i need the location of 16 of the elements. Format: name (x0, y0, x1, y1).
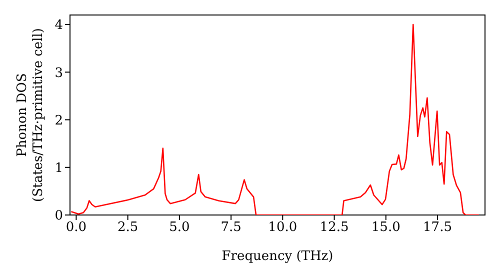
x-tick-label: 0.0 (66, 220, 87, 236)
y-tick-label: 4 (54, 18, 63, 34)
y-tick-label: 3 (54, 66, 63, 81)
x-tick-label: 12.5 (320, 220, 349, 236)
x-tick-label: 7.5 (220, 220, 242, 236)
x-tick-label: 17.5 (423, 220, 452, 236)
y-tick-label: 0 (54, 208, 63, 224)
line-series (70, 24, 480, 215)
y-tick-label: 2 (54, 113, 63, 128)
y-tick-label: 1 (54, 160, 63, 176)
x-tick-label: 10.0 (268, 220, 298, 236)
x-tick-label: 5.0 (169, 220, 190, 236)
x-tick-label: 15.0 (371, 220, 400, 236)
x-tick-label: 2.5 (117, 220, 138, 236)
x-axis-title: Frequency (THz) (222, 249, 334, 264)
y-axis-title: Phonon DOS (States/THz·primitive cell) (15, 28, 46, 202)
